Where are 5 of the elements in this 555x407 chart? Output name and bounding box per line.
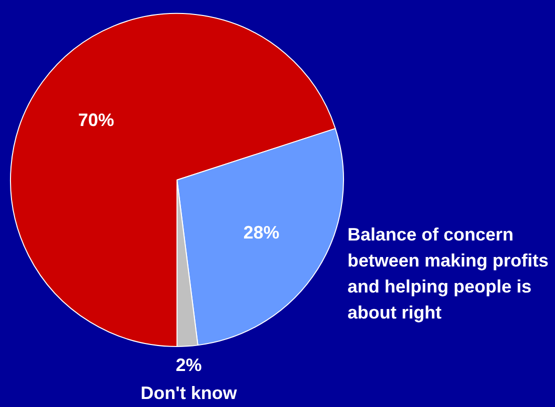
data-label: 2% [176,355,202,376]
data-label: 28% [243,222,280,242]
data-label: 70% [78,110,114,130]
slice-label: Balance of concern between making profits and helping people is about right [348,224,549,323]
slice-label: Don't know [140,383,238,404]
